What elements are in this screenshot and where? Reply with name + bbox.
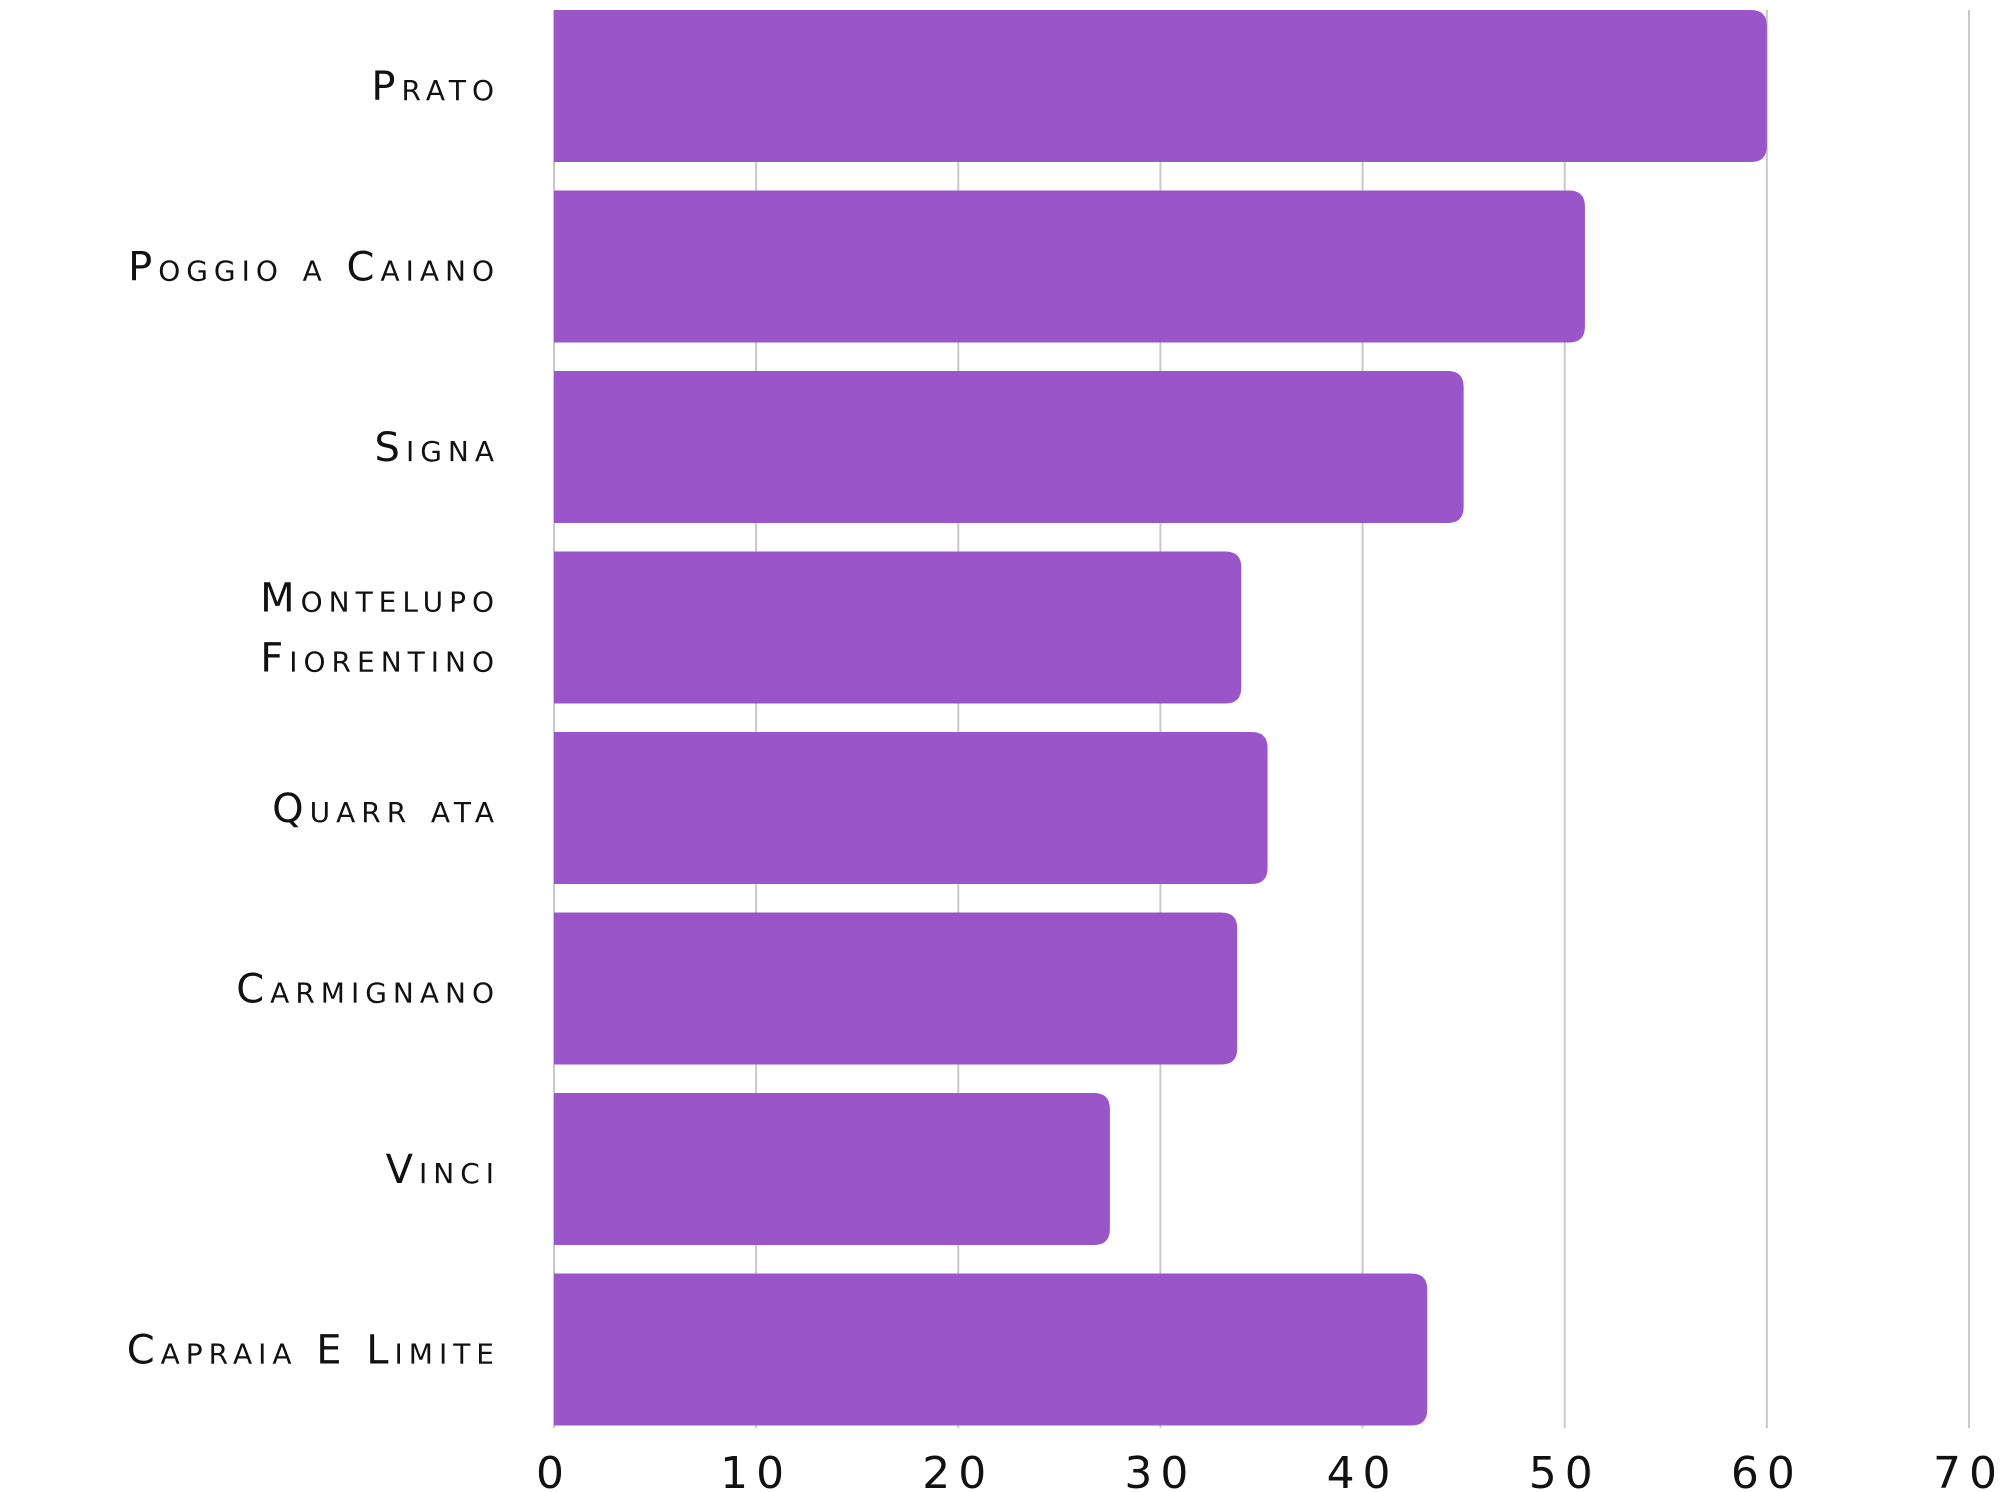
x-tick-label: 0 xyxy=(536,1448,572,1492)
x-tick-label: 30 xyxy=(1124,1448,1196,1492)
category-label: Capraia E Limite xyxy=(127,1328,500,1374)
category-label: Prato xyxy=(371,64,500,110)
x-tick-label: 10 xyxy=(720,1448,792,1492)
x-tick-labels: 0 10 20 30 40 50 60 70 xyxy=(536,1448,2005,1492)
x-tick-label: 60 xyxy=(1731,1448,1803,1492)
bar xyxy=(554,371,1464,523)
bars xyxy=(554,10,1767,1426)
bar xyxy=(554,190,1585,343)
category-label: Poggio a Caiano xyxy=(128,245,500,291)
category-label: Quarr ata xyxy=(272,786,500,832)
category-label: Signa xyxy=(375,425,500,471)
bar xyxy=(554,551,1242,704)
category-label: Montelupo Fiorentino xyxy=(260,576,500,682)
bar xyxy=(554,732,1268,884)
bar xyxy=(554,1273,1428,1426)
x-tick-label: 20 xyxy=(922,1448,994,1492)
x-tick-label: 70 xyxy=(1933,1448,2005,1492)
category-label: Carmignano xyxy=(236,967,500,1013)
bar xyxy=(554,10,1767,162)
bar xyxy=(554,1093,1110,1245)
x-tick-label: 50 xyxy=(1529,1448,1601,1492)
x-tick-label: 40 xyxy=(1327,1448,1399,1492)
bar xyxy=(554,912,1238,1065)
category-label: Vinci xyxy=(386,1147,500,1193)
category-labels: Prato Poggio a Caiano Signa Montelupo Fioren… xyxy=(127,64,500,1374)
